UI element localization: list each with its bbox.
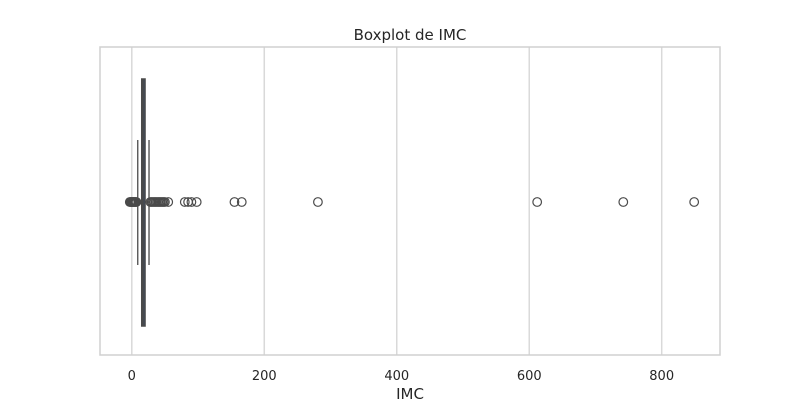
outlier-point [236, 197, 247, 207]
plot-frame [99, 46, 721, 356]
x-tick-label: 800 [649, 369, 674, 384]
x-axis-ticks: 0 200 400 600 800 [128, 369, 674, 384]
x-tick-label: 200 [252, 369, 277, 384]
x-tick-label: 0 [128, 369, 136, 384]
x-tick-label: 400 [384, 369, 409, 384]
outlier-point [689, 197, 700, 207]
outlier-point [313, 197, 323, 207]
outlier-point [532, 197, 543, 207]
plot-area [124, 78, 700, 327]
outlier-point [618, 197, 629, 207]
outlier-point [160, 197, 170, 207]
outlier-point [163, 197, 174, 207]
outlier-point [131, 197, 142, 207]
outlier-point [179, 197, 190, 207]
chart-title: Boxplot de IMC [354, 26, 467, 44]
x-tick-label: 600 [517, 369, 542, 384]
grid-lines [131, 47, 663, 355]
x-axis-label: IMC [396, 385, 424, 400]
outlier-point [186, 197, 197, 207]
outlier-point [191, 197, 202, 207]
outlier-point [229, 197, 240, 207]
